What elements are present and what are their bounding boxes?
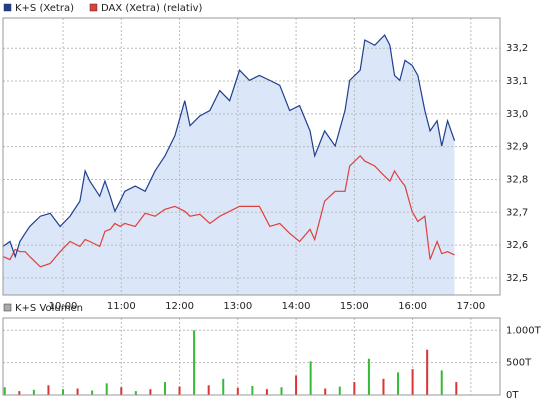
volume-bar xyxy=(193,330,196,395)
x-tick-label: 10:00 xyxy=(49,301,78,312)
x-tick-label: 12:00 xyxy=(165,301,194,312)
legend-swatch xyxy=(3,303,12,312)
volume-bar xyxy=(76,388,79,395)
y-tick-label: 32,6 xyxy=(506,240,528,251)
y-tick-label: 500T xyxy=(506,358,532,369)
x-tick-label: 11:00 xyxy=(107,301,136,312)
y-tick-label: 32,7 xyxy=(506,207,528,218)
volume-bar xyxy=(47,385,50,395)
volume-bar xyxy=(62,389,65,395)
volume-bar xyxy=(105,383,108,395)
volume-bar xyxy=(207,385,210,395)
volume-bar xyxy=(411,369,414,395)
volume-bar xyxy=(222,378,225,395)
volume-bar xyxy=(295,375,298,395)
volume-bar xyxy=(120,387,123,395)
volume-bar xyxy=(455,382,458,395)
volume-bar xyxy=(134,391,137,395)
area xyxy=(3,35,455,296)
volume-bar xyxy=(280,387,283,395)
volume-bar xyxy=(353,382,356,395)
legend-swatch xyxy=(89,3,98,12)
y-tick-label: 0T xyxy=(506,390,519,401)
volume-bar xyxy=(178,386,181,395)
legend-swatch xyxy=(3,3,12,12)
x-tick-label: 14:00 xyxy=(282,301,311,312)
line xyxy=(2,154,455,268)
volume-bar xyxy=(163,382,166,395)
volume-bar xyxy=(32,389,35,395)
volume-bar xyxy=(91,390,94,395)
legend-label: DAX (Xetra) (relativ) xyxy=(101,3,203,14)
x-tick-label: 16:00 xyxy=(398,301,427,312)
volume-bar xyxy=(18,391,21,395)
volume-bar xyxy=(3,387,6,395)
volume-bar xyxy=(382,378,385,395)
volume-bar xyxy=(426,349,429,395)
volume-bar xyxy=(440,370,443,395)
volume-bar xyxy=(324,388,327,395)
x-tick-label: 13:00 xyxy=(223,301,252,312)
volume-bar xyxy=(397,372,400,395)
volume-bar xyxy=(236,387,239,395)
plot-frame xyxy=(2,17,501,296)
volume-bar xyxy=(149,389,152,395)
y-tick-label: 33,1 xyxy=(506,76,528,87)
y-tick-label: 32,8 xyxy=(506,174,528,185)
volume-bar xyxy=(265,389,268,395)
y-tick-label: 32,9 xyxy=(506,142,528,153)
legend-label: K+S Volumen xyxy=(15,303,83,314)
volume-bar xyxy=(309,361,312,395)
volume-bar xyxy=(367,358,370,395)
y-tick-label: 32,5 xyxy=(506,273,528,284)
y-tick-label: 33,0 xyxy=(506,109,528,120)
line xyxy=(2,34,456,259)
volume-bar xyxy=(338,386,341,395)
volume-bar xyxy=(251,385,254,395)
plot-frame xyxy=(2,317,501,396)
legend-label: K+S (Xetra) xyxy=(15,3,74,14)
x-tick-label: 15:00 xyxy=(340,301,369,312)
x-tick-label: 17:00 xyxy=(456,301,485,312)
y-tick-label: 1.000T xyxy=(506,325,542,336)
y-tick-label: 33,2 xyxy=(506,43,528,54)
